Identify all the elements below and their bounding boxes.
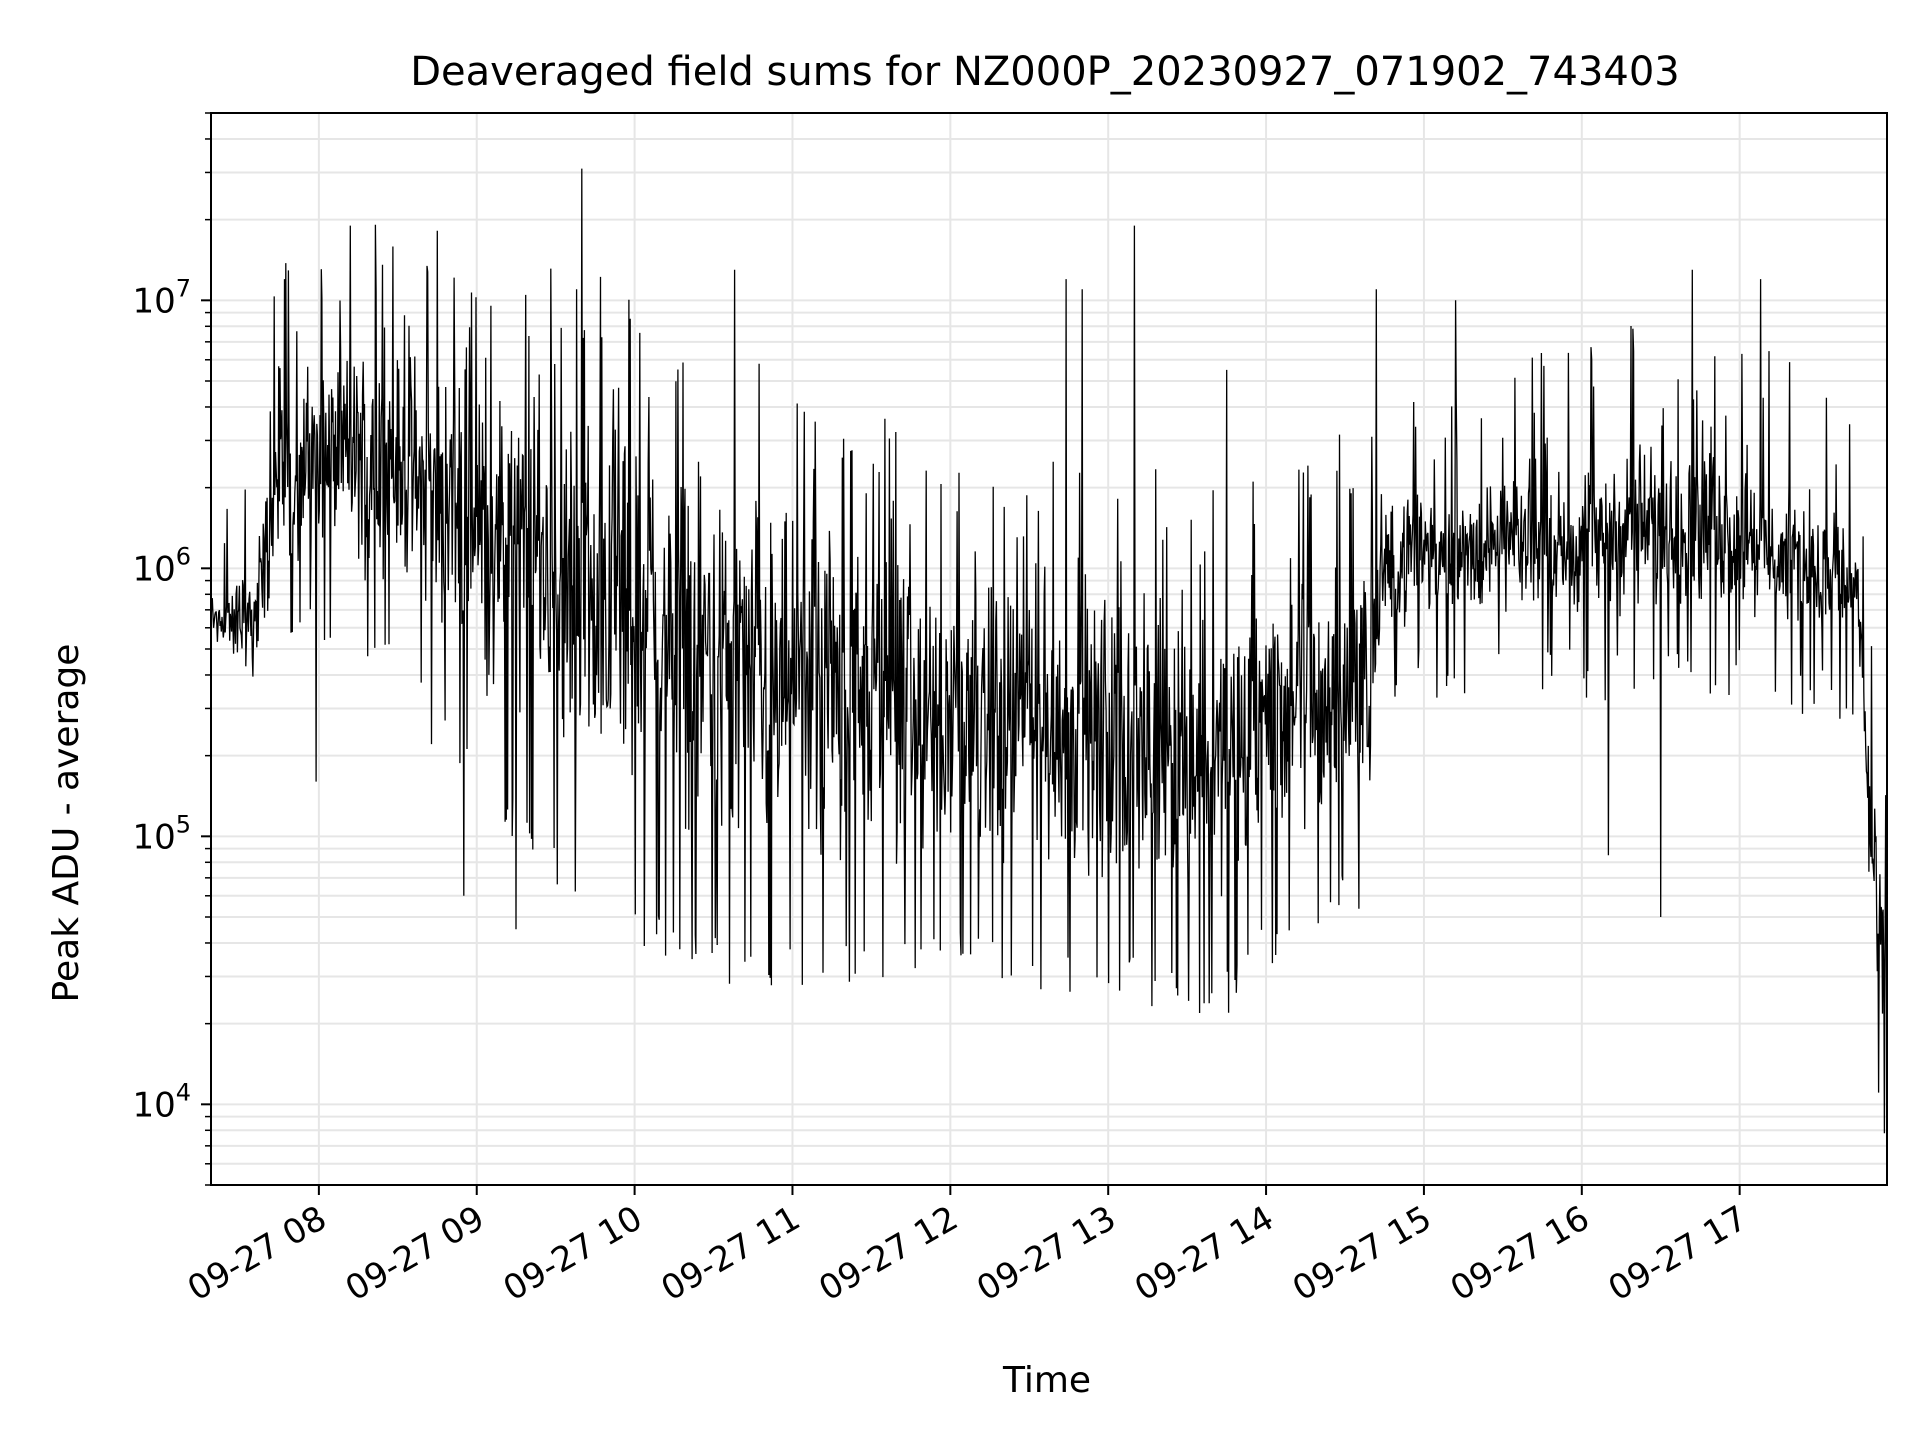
y-axis-label: Peak ADU - average (46, 644, 87, 1003)
y-tick-label: 104 (132, 1078, 191, 1125)
chart-title: Deaveraged field sums for NZ000P_2023092… (410, 49, 1680, 95)
y-tick-base: 10 (132, 1085, 175, 1125)
y-tick-exponent: 6 (176, 542, 191, 570)
y-tick-base: 10 (132, 549, 175, 589)
y-tick-label: 105 (132, 810, 191, 857)
series-line (210, 168, 1888, 1134)
y-tick-exponent: 5 (176, 810, 191, 838)
series-path (210, 168, 1888, 1134)
y-tick-label: 106 (132, 542, 191, 589)
y-tick-base: 10 (132, 281, 175, 321)
y-tick-label: 107 (132, 274, 191, 321)
x-axis-label: Time (1002, 1360, 1091, 1401)
y-tick-base: 10 (132, 817, 175, 857)
y-tick-exponent: 4 (176, 1078, 191, 1106)
y-tick-exponent: 7 (176, 274, 191, 302)
